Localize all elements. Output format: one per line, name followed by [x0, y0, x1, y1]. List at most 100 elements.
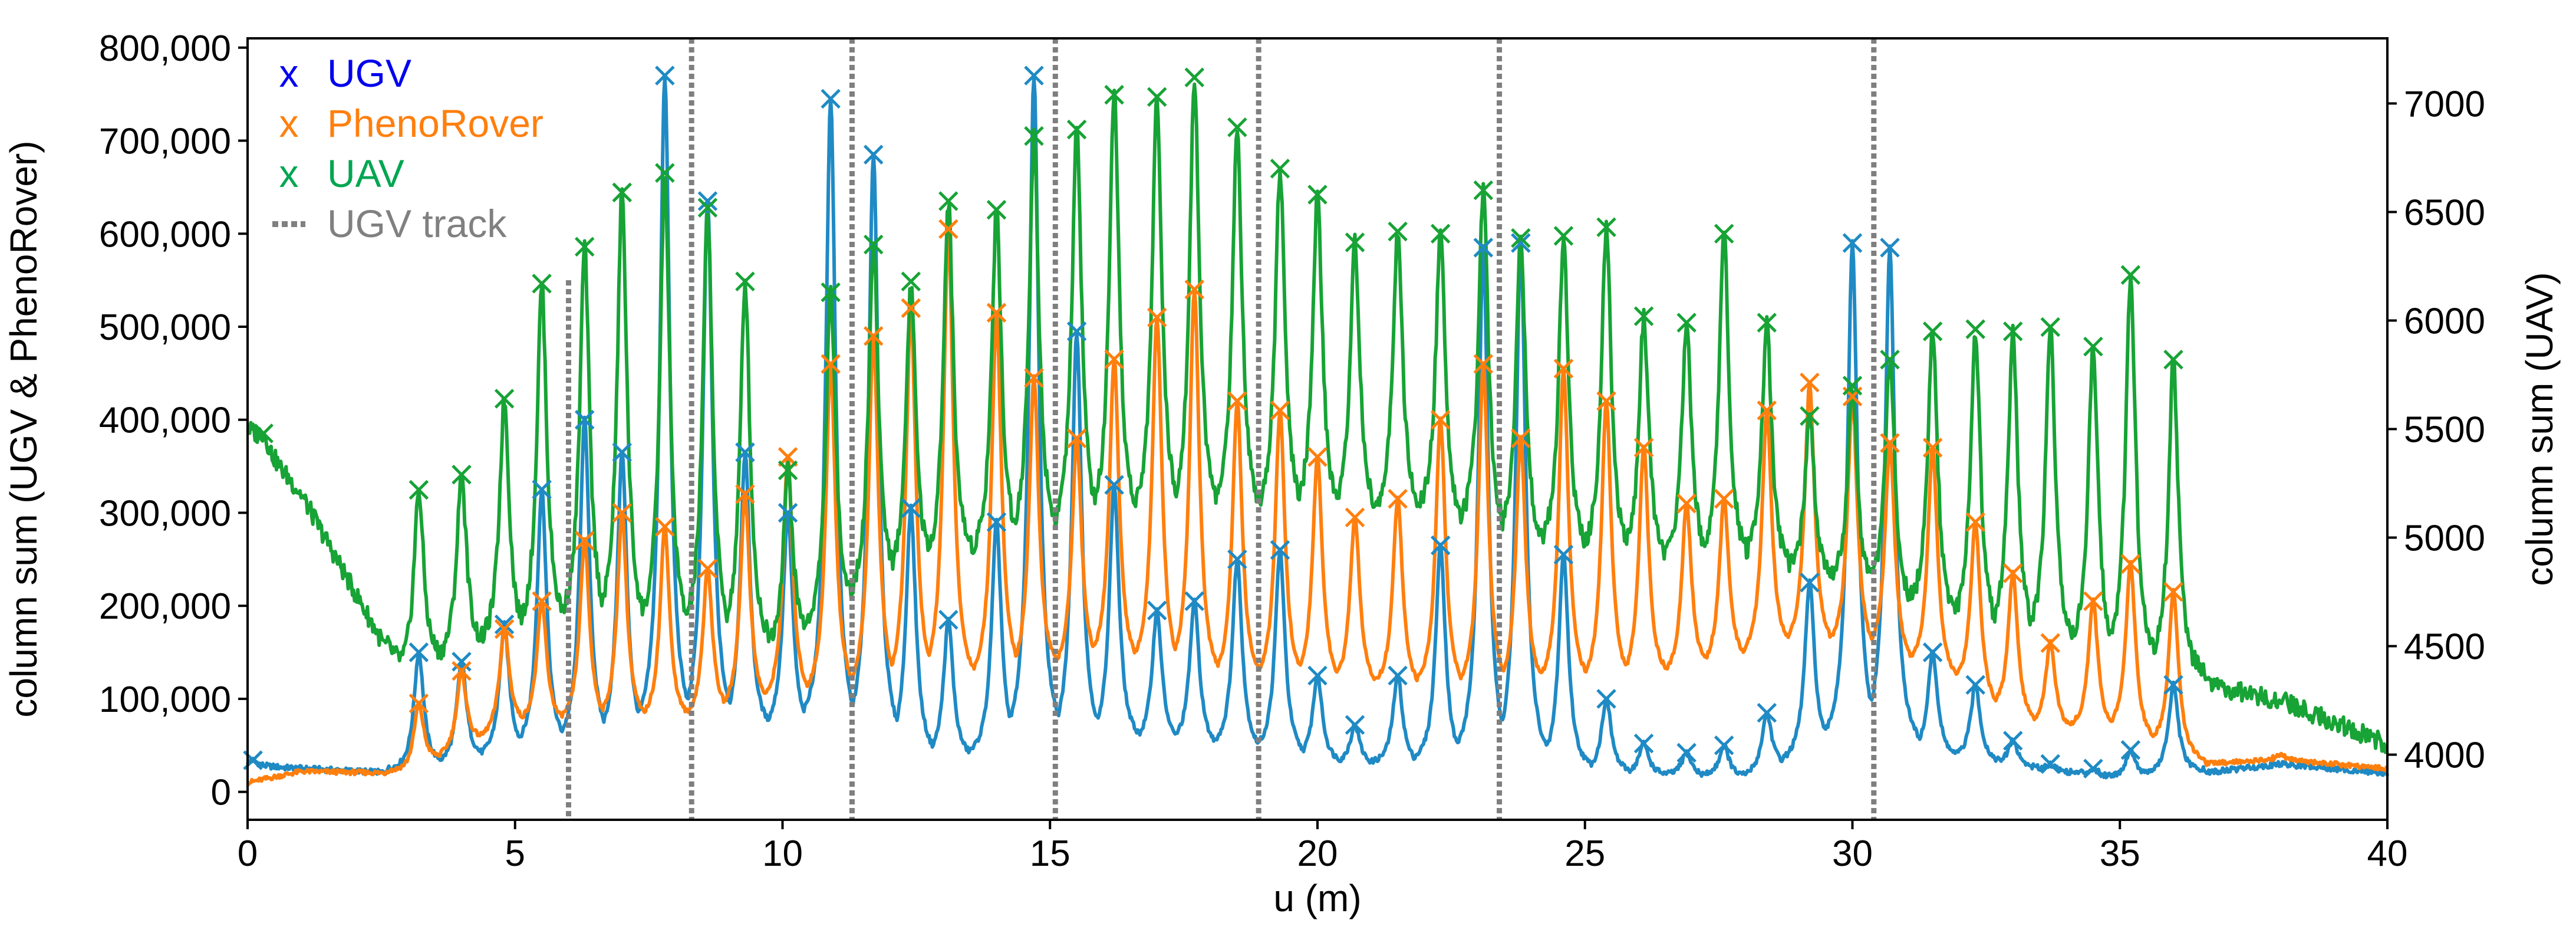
peak-marker-uav — [2163, 349, 2183, 370]
peak-marker-uav — [574, 236, 595, 257]
peak-marker-phenorover — [1345, 507, 1365, 528]
peak-marker-phenorover — [1388, 489, 1408, 509]
peak-marker-uav — [612, 182, 633, 203]
y-tick-label-left: 300,000 — [99, 493, 231, 534]
peak-marker-phenorover — [986, 303, 1007, 323]
peak-marker-phenorover — [1307, 447, 1327, 467]
peak-marker-ugv — [2040, 754, 2061, 774]
y-tick-label-left: 0 — [211, 773, 231, 813]
peak-marker-ugv — [1880, 238, 1900, 258]
peak-marker-phenorover — [574, 531, 595, 551]
peak-marker-ugv — [1388, 665, 1408, 686]
peak-marker-uav — [986, 199, 1007, 220]
plot-area — [243, 38, 2389, 820]
peak-marker-ugv — [1270, 540, 1290, 560]
peak-marker-phenorover — [612, 502, 633, 523]
peak-marker-uav — [494, 389, 515, 409]
y-tick-label-right: 6500 — [2404, 192, 2485, 233]
peak-marker-phenorover — [1676, 493, 1697, 514]
peak-marker-uav — [409, 479, 429, 500]
peak-marker-phenorover — [532, 591, 552, 612]
peak-marker-uav — [1227, 117, 1247, 137]
y-tick-label-right: 7000 — [2404, 84, 2485, 124]
peak-marker-uav — [735, 271, 755, 291]
peak-marker-uav — [1473, 180, 1494, 201]
y-tick-label-right: 6000 — [2404, 301, 2485, 341]
peak-marker-ugv — [1922, 642, 1943, 662]
peak-marker-ugv — [938, 610, 958, 630]
peak-marker-phenorover — [901, 298, 921, 318]
peak-marker-uav — [1800, 406, 1820, 426]
peak-marker-phenorover — [2083, 591, 2103, 612]
peak-marker-ugv — [2002, 731, 2023, 751]
peak-marker-phenorover — [821, 354, 841, 374]
peak-marker-uav — [1184, 67, 1205, 88]
x-tick-label: 20 — [1297, 833, 1338, 874]
peak-marker-ugv — [864, 144, 884, 165]
x-axis-title: u (m) — [1273, 877, 1361, 919]
peak-marker-phenorover — [1024, 367, 1044, 388]
series-line-phenorover — [246, 227, 2389, 787]
peak-marker-phenorover — [1880, 433, 1900, 453]
peak-marker-ugv — [1800, 573, 1820, 593]
legend-marker-uav: x — [279, 152, 299, 195]
peak-marker-phenorover — [1066, 428, 1087, 449]
peak-marker-uav — [2120, 265, 2141, 285]
peak-marker-uav — [1714, 224, 1734, 244]
peak-marker-ugv — [1066, 321, 1087, 341]
x-tick-label: 35 — [2100, 833, 2140, 874]
y-tick-label-right: 4000 — [2404, 735, 2485, 776]
peak-marker-ugv — [1633, 733, 1654, 754]
peak-marker-phenorover — [1104, 349, 1124, 369]
peak-marker-uav — [1922, 321, 1943, 341]
peak-marker-phenorover — [409, 694, 429, 714]
peak-marker-phenorover — [697, 559, 718, 579]
peak-marker-uav — [864, 234, 884, 255]
peak-marker-ugv — [574, 409, 595, 430]
peak-marker-ugv — [1104, 475, 1124, 495]
peak-marker-ugv — [1147, 600, 1167, 620]
legend: x UGV x PhenoRover x UAV UGV track — [272, 51, 543, 245]
peak-marker-ugv — [1842, 233, 1863, 253]
peak-marker-ugv — [452, 652, 472, 672]
peak-marker-phenorover — [655, 517, 675, 537]
peak-marker-ugv — [1430, 535, 1451, 556]
legend-marker-ugv: x — [279, 51, 299, 95]
peak-marker-phenorover — [1922, 438, 1943, 458]
y-tick-label-right: 5500 — [2404, 410, 2485, 451]
x-tick-label: 25 — [1564, 833, 1605, 874]
peak-marker-phenorover — [1553, 359, 1574, 379]
peak-marker-phenorover — [1473, 354, 1494, 374]
peak-marker-phenorover — [1511, 428, 1531, 449]
peak-marker-uav — [1842, 376, 1863, 396]
peak-marker-phenorover — [1430, 409, 1451, 430]
peak-marker-uav — [2083, 336, 2103, 357]
peak-marker-ugv — [612, 442, 633, 462]
y-tick-label-left: 800,000 — [99, 28, 231, 69]
x-tick-label: 40 — [2367, 833, 2408, 874]
peak-marker-ugv — [532, 479, 552, 500]
axes: 0 5 10 15 20 25 30 35 40 0 100,000 200,000 300,000 40… — [99, 28, 2485, 874]
y-axis-title-right: column sum (UAV) — [2518, 272, 2561, 586]
legend-label: UGV track — [327, 202, 507, 245]
peak-marker-ugv — [2120, 740, 2141, 760]
peak-marker-ugv — [409, 642, 429, 662]
x-tick-label: 0 — [238, 833, 258, 874]
y-tick-label-right: 5000 — [2404, 518, 2485, 559]
peak-marker-uav — [1307, 185, 1327, 205]
peak-marker-ugv — [1024, 65, 1044, 86]
y-tick-label-left: 600,000 — [99, 214, 231, 255]
peak-marker-ugv — [1511, 233, 1531, 253]
peak-marker-phenorover — [1596, 391, 1616, 411]
peak-marker-uav — [1965, 319, 1985, 339]
peak-marker-uav — [2040, 317, 2061, 337]
peak-marker-uav — [1633, 306, 1654, 326]
peak-marker-uav — [1066, 119, 1087, 140]
peak-marker-phenorover — [2120, 554, 2141, 574]
peak-marker-ugv — [1473, 238, 1494, 258]
peak-marker-ugv — [986, 512, 1007, 533]
x-tick-label: 30 — [1832, 833, 1873, 874]
y-tick-label-left: 200,000 — [99, 586, 231, 627]
peak-marker-ugv — [2163, 675, 2183, 695]
